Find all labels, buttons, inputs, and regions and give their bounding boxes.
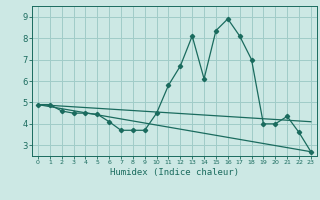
X-axis label: Humidex (Indice chaleur): Humidex (Indice chaleur) (110, 168, 239, 177)
